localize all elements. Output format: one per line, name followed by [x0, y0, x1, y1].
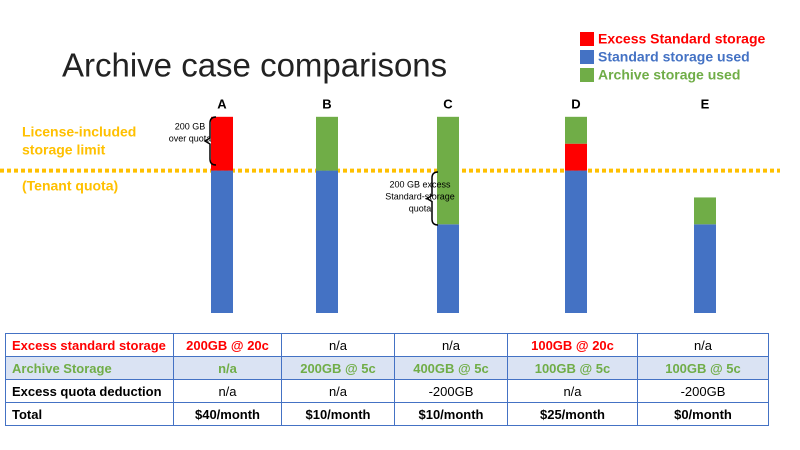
legend-label: Archive storage used — [598, 67, 740, 83]
table-row: Archive Storage n/a 200GB @ 5c 400GB @ 5c 10… — [5, 356, 769, 380]
table-cell: n/a — [394, 333, 508, 357]
table-cell: -200GB — [637, 379, 769, 403]
table-cell: $40/month — [173, 402, 282, 426]
brace — [203, 116, 217, 166]
table-row: Excess standard storage 200GB @ 20c n/a n/a… — [5, 333, 769, 357]
cost-table: Excess standard storage 200GB @ 20c n/a n/a… — [5, 333, 769, 426]
category-label: E — [701, 96, 710, 111]
annotation: 200 GB — [175, 121, 206, 131]
table-cell: Excess quota deduction — [5, 379, 174, 403]
annotation: 200 GB excess — [389, 179, 451, 189]
table-cell: Excess standard storage — [5, 333, 174, 357]
bar-segment — [211, 170, 233, 313]
table-cell: 100GB @ 5c — [637, 356, 769, 380]
legend-swatch — [580, 50, 594, 64]
category-label: B — [322, 96, 331, 111]
table-cell: n/a — [637, 333, 769, 357]
bar-segment — [565, 143, 587, 171]
table-cell: $10/month — [281, 402, 395, 426]
table-cell: 400GB @ 5c — [394, 356, 508, 380]
table-cell: n/a — [281, 379, 395, 403]
table-cell: n/a — [281, 333, 395, 357]
table-cell: 200GB @ 20c — [173, 333, 282, 357]
legend-label: Excess Standard storage — [598, 31, 766, 47]
annotation: over quota — [169, 133, 212, 143]
quota-label: storage limit — [22, 142, 106, 158]
table-cell: $0/month — [637, 402, 769, 426]
annotation: Standard-storage — [385, 191, 455, 201]
bar-segment — [316, 170, 338, 313]
legend-swatch — [580, 32, 594, 46]
table-row: Total $40/month $10/month $10/month $25/mont… — [5, 402, 769, 426]
bar-segment — [211, 116, 233, 171]
bar-segment — [437, 116, 459, 225]
table-cell: 100GB @ 5c — [507, 356, 638, 380]
chart: Archive case comparisons License-include… — [0, 31, 780, 313]
table-cell: Archive Storage — [5, 356, 174, 380]
bar-segment — [437, 224, 459, 313]
bar-segment — [694, 197, 716, 225]
legend-label: Standard storage used — [598, 49, 750, 65]
category-label: D — [571, 96, 580, 111]
quota-note: (Tenant quota) — [22, 178, 118, 194]
category-label: C — [443, 96, 453, 111]
bar-segment — [565, 116, 587, 144]
brace — [425, 171, 439, 226]
table-cell: $25/month — [507, 402, 638, 426]
table-cell: -200GB — [394, 379, 508, 403]
annotation: quota — [409, 203, 432, 213]
table-cell: 100GB @ 20c — [507, 333, 638, 357]
quota-label: License-included — [22, 124, 136, 140]
table-row: Excess quota deduction n/a n/a -200GB n/a -20… — [5, 379, 769, 403]
bar-segment — [565, 170, 587, 313]
table-cell: $10/month — [394, 402, 508, 426]
table-cell: n/a — [173, 379, 282, 403]
table-cell: n/a — [507, 379, 638, 403]
table-cell: Total — [5, 402, 174, 426]
category-label: A — [217, 96, 227, 111]
bar-segment — [694, 224, 716, 313]
table-cell: n/a — [173, 356, 282, 380]
chart-title: Archive case comparisons — [62, 47, 447, 84]
table-cell: 200GB @ 5c — [281, 356, 395, 380]
legend-swatch — [580, 68, 594, 82]
bar-segment — [316, 116, 338, 171]
